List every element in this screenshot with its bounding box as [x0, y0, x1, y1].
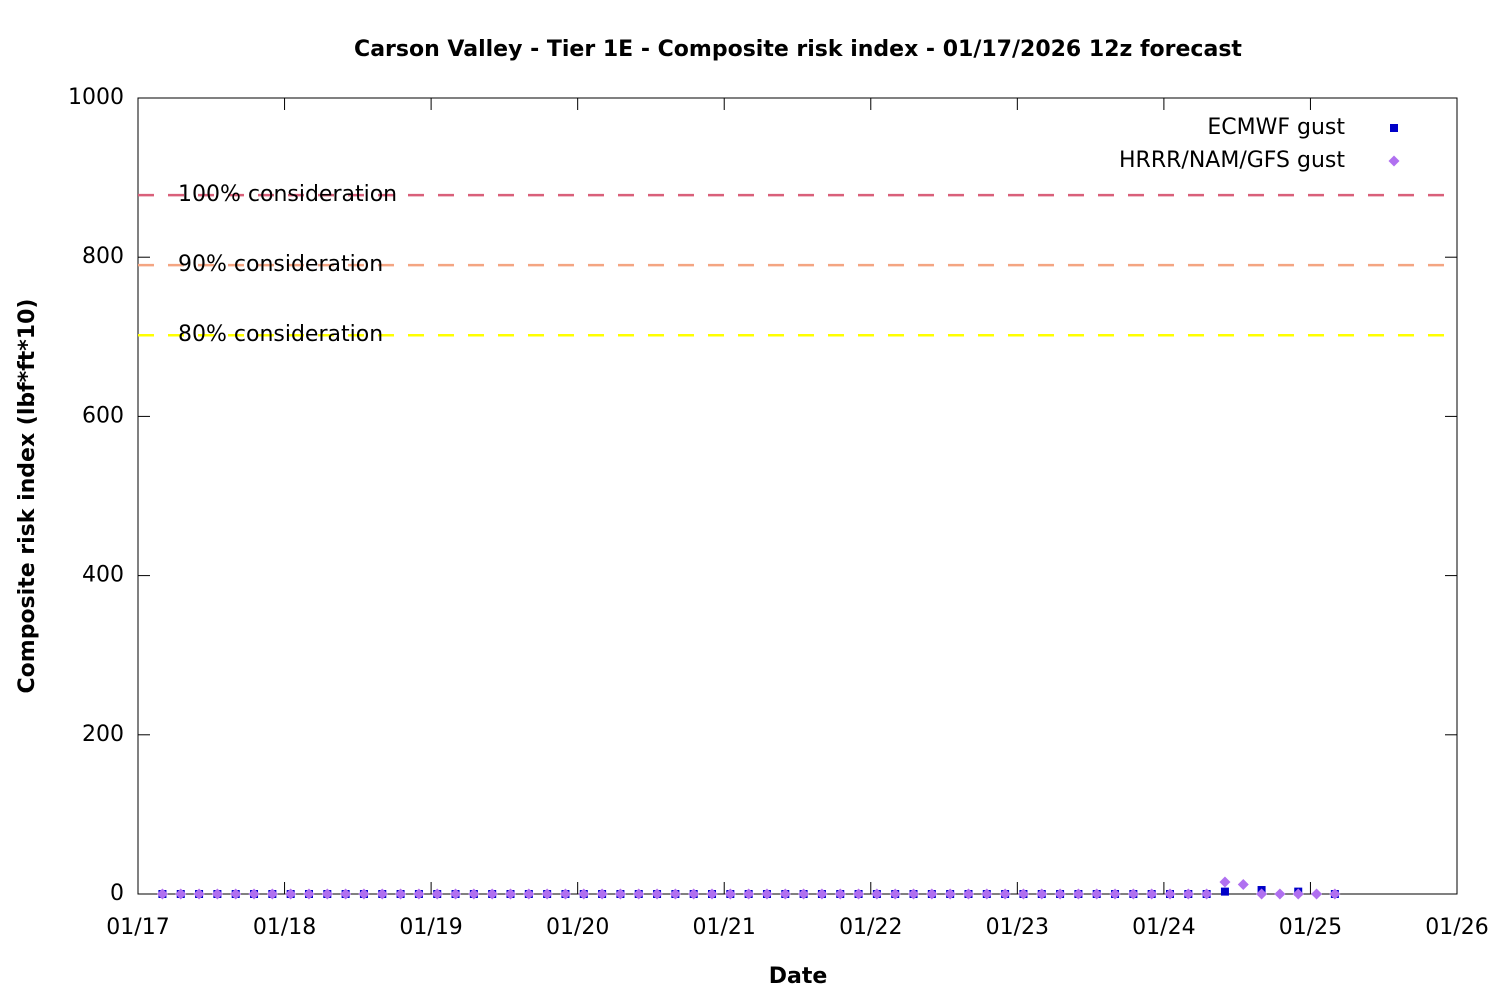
point	[944, 888, 956, 900]
point	[633, 888, 645, 900]
point	[211, 888, 223, 900]
point	[743, 888, 755, 900]
point	[1036, 888, 1048, 900]
point	[1164, 888, 1176, 900]
point	[578, 888, 590, 900]
point	[1329, 888, 1341, 900]
y-tick-label: 600	[82, 403, 124, 428]
point	[193, 888, 205, 900]
point	[1127, 888, 1139, 900]
x-tick-label: 01/22	[839, 915, 902, 940]
point	[230, 888, 242, 900]
point	[285, 888, 297, 900]
threshold-label: 90% consideration	[178, 252, 383, 277]
point	[321, 888, 333, 900]
point	[1292, 888, 1304, 900]
x-tick-label: 01/20	[546, 915, 609, 940]
legend-marker	[1388, 155, 1400, 167]
point	[340, 888, 352, 900]
legend-marker	[1390, 124, 1398, 132]
point	[614, 888, 626, 900]
point	[1182, 888, 1194, 900]
point	[1091, 888, 1103, 900]
point	[889, 888, 901, 900]
chart-title: Carson Valley - Tier 1E - Composite risk…	[354, 37, 1242, 62]
point	[303, 888, 315, 900]
point	[669, 888, 681, 900]
point	[541, 888, 553, 900]
point	[724, 888, 736, 900]
point	[981, 888, 993, 900]
point	[1220, 887, 1229, 896]
point	[450, 888, 462, 900]
point	[596, 888, 608, 900]
point	[834, 888, 846, 900]
point	[651, 888, 663, 900]
point	[504, 888, 516, 900]
x-tick-label: 01/18	[253, 915, 316, 940]
point	[266, 888, 278, 900]
point	[761, 888, 773, 900]
point	[908, 888, 920, 900]
point	[559, 888, 571, 900]
x-tick-label: 01/17	[106, 915, 169, 940]
legend-label: ECMWF gust	[1207, 115, 1345, 140]
x-tick-label: 01/23	[986, 915, 1049, 940]
point	[1256, 888, 1268, 900]
point	[523, 888, 535, 900]
point	[1274, 888, 1286, 900]
point	[395, 888, 407, 900]
y-tick-label: 1000	[68, 85, 124, 110]
x-axis-label: Date	[769, 964, 828, 989]
point	[1311, 888, 1323, 900]
point	[706, 888, 718, 900]
point	[431, 888, 443, 900]
legend-label: HRRR/NAM/GFS gust	[1119, 148, 1345, 173]
point	[926, 888, 938, 900]
point	[999, 888, 1011, 900]
threshold-label: 80% consideration	[178, 322, 383, 347]
y-tick-label: 200	[82, 722, 124, 747]
point	[1072, 888, 1084, 900]
y-axis-label: Composite risk index (lbf*ft*10)	[15, 299, 40, 694]
x-tick-label: 01/19	[399, 915, 462, 940]
y-tick-label: 0	[110, 881, 124, 906]
point	[248, 888, 260, 900]
point	[413, 888, 425, 900]
plot-frame	[137, 97, 1458, 895]
point	[156, 888, 168, 900]
y-tick-label: 800	[82, 244, 124, 269]
threshold-label: 100% consideration	[178, 182, 397, 207]
point	[1219, 876, 1231, 888]
point	[688, 888, 700, 900]
point	[376, 888, 388, 900]
point	[1146, 888, 1158, 900]
x-tick-label: 01/24	[1132, 915, 1195, 940]
point	[1237, 878, 1249, 890]
point	[358, 888, 370, 900]
point	[779, 888, 791, 900]
point	[1109, 888, 1121, 900]
point	[816, 888, 828, 900]
point	[962, 888, 974, 900]
point	[486, 888, 498, 900]
point	[175, 888, 187, 900]
x-tick-label: 01/26	[1425, 915, 1488, 940]
x-tick-label: 01/21	[693, 915, 756, 940]
y-tick-label: 400	[82, 563, 124, 588]
point	[798, 888, 810, 900]
point	[871, 888, 883, 900]
point	[1017, 888, 1029, 900]
point	[468, 888, 480, 900]
point	[1054, 888, 1066, 900]
x-tick-label: 01/25	[1279, 915, 1342, 940]
point	[1201, 888, 1213, 900]
point	[853, 888, 865, 900]
